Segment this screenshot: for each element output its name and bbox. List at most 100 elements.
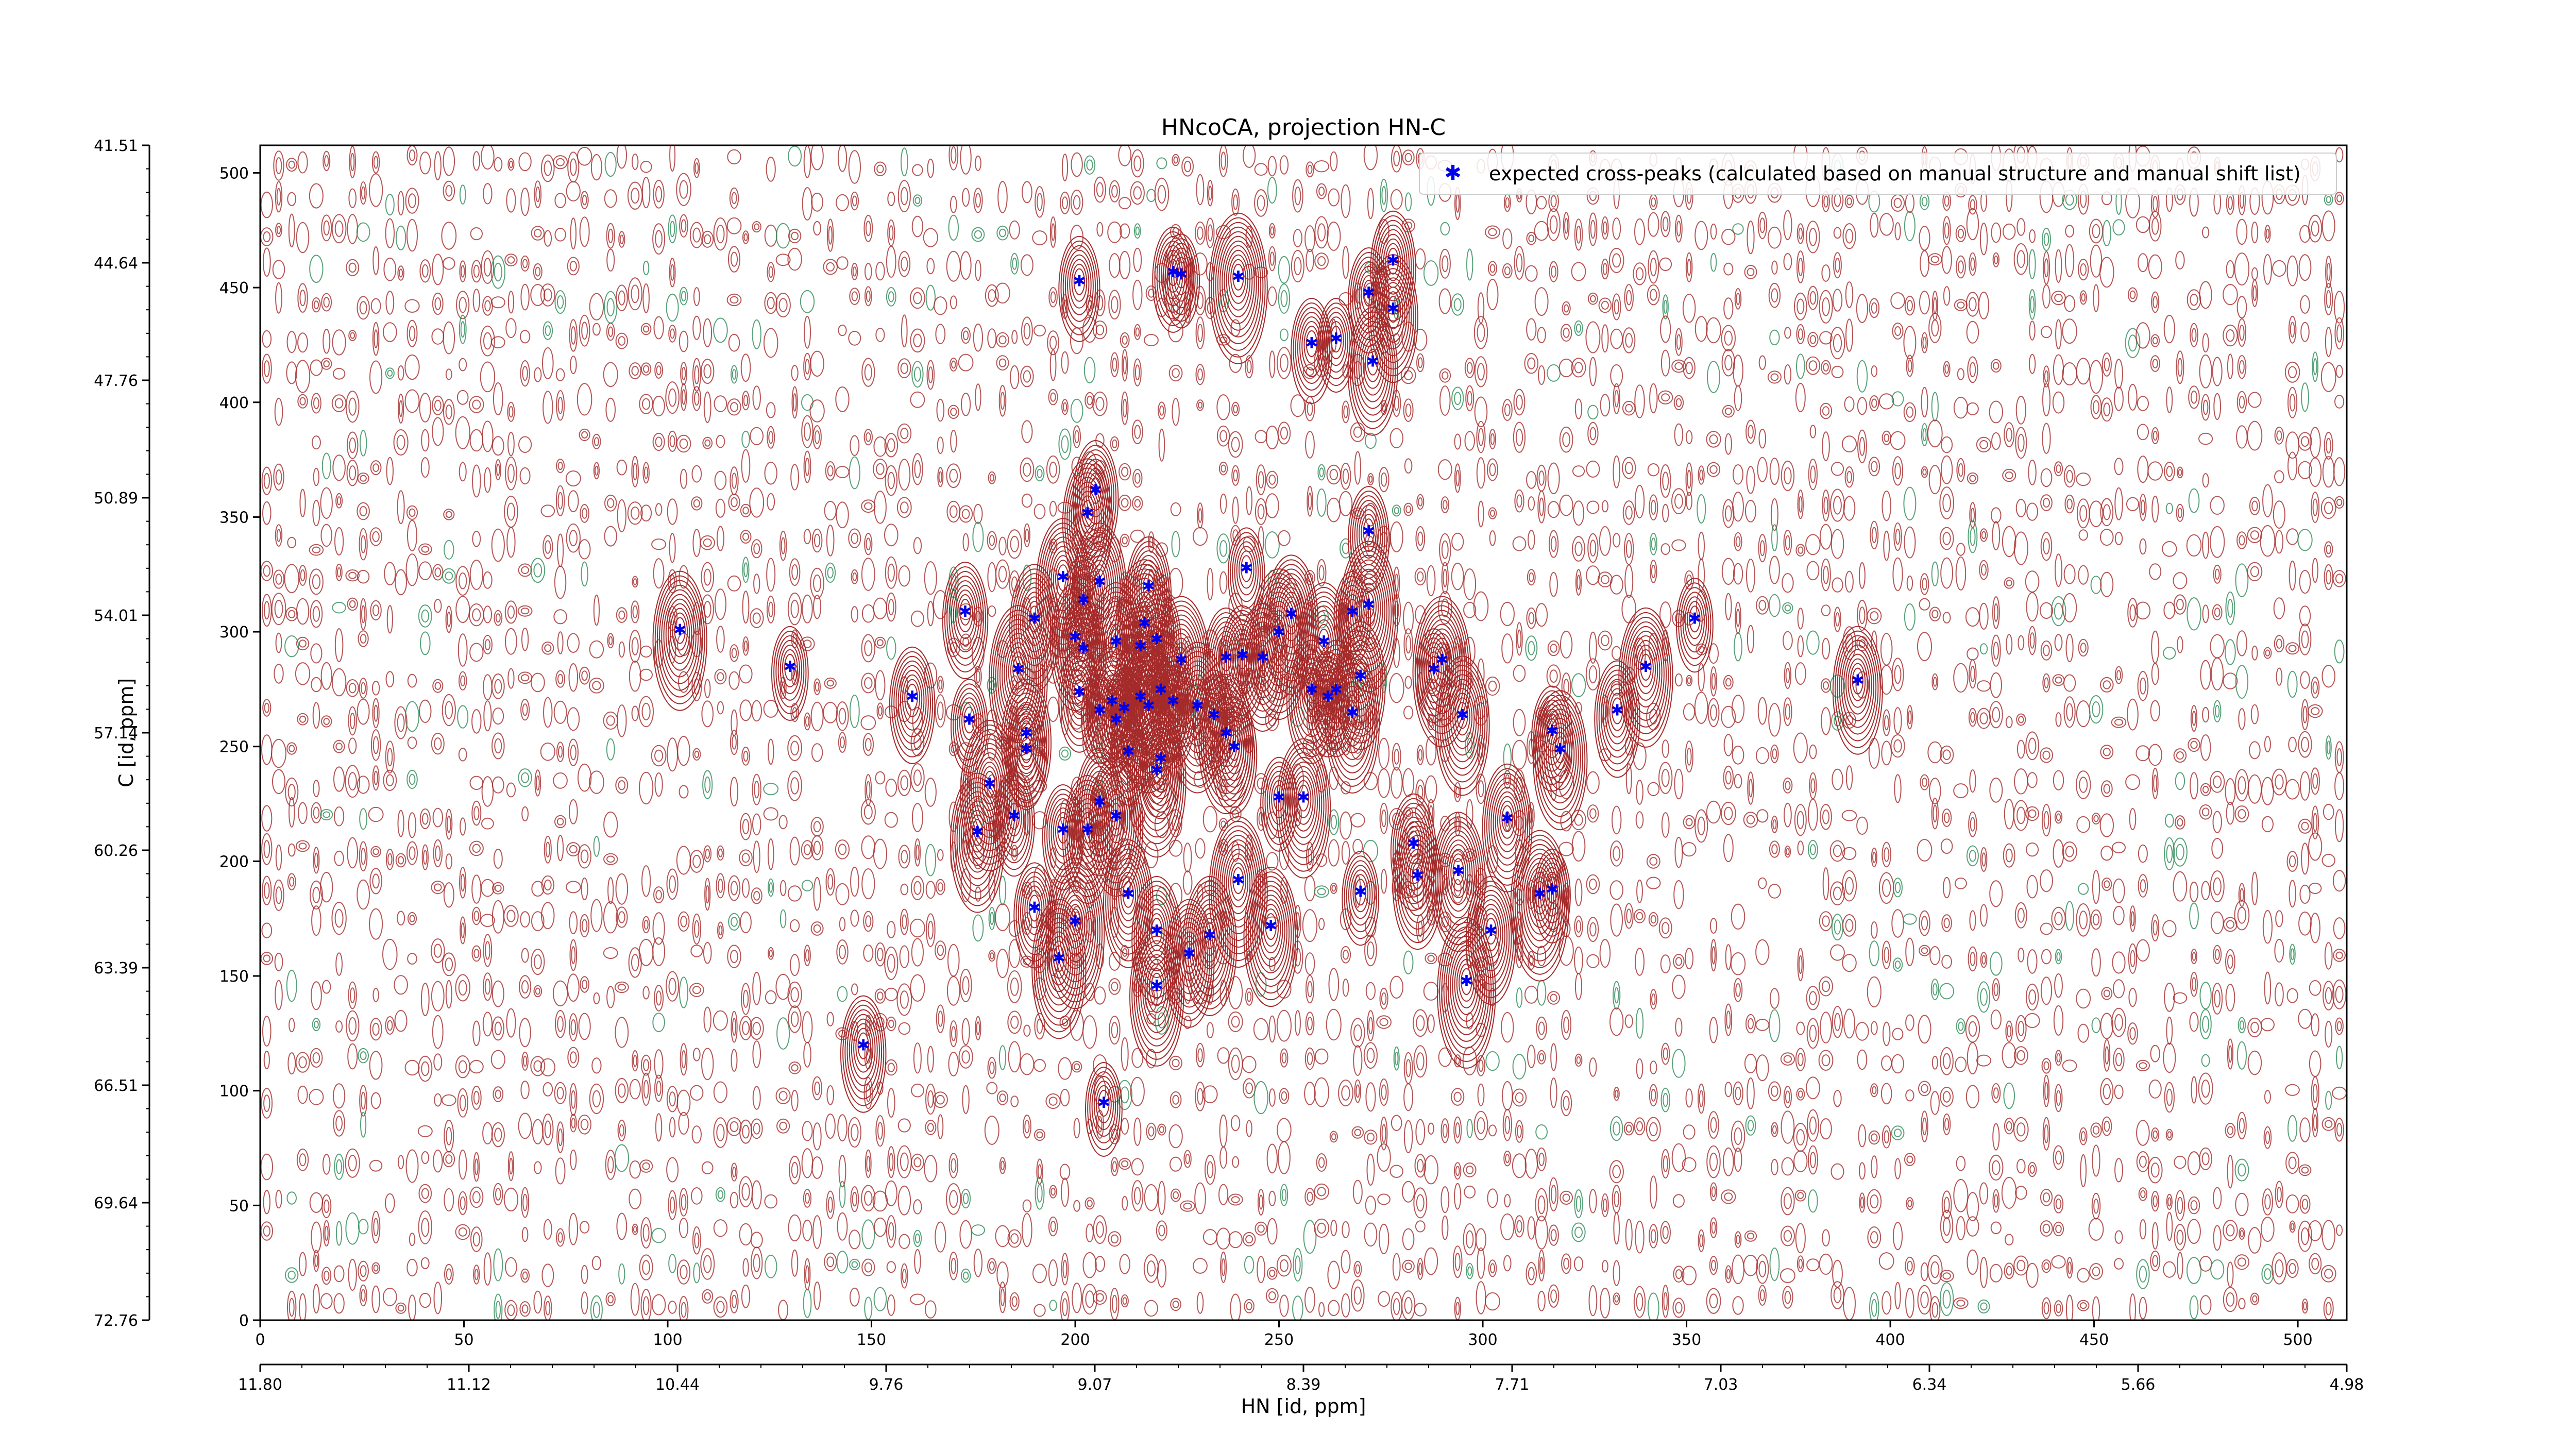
noise-contour: [261, 833, 273, 865]
noise-contour: [836, 701, 849, 731]
noise-contour: [1725, 505, 1732, 522]
noise-contour: [2199, 1009, 2212, 1040]
noise-contour: [1331, 885, 1336, 892]
noise-contour: [1391, 145, 1402, 173]
noise-contour: [1725, 678, 1732, 687]
noise-contour: [1132, 468, 1143, 488]
noise-contour: [1466, 1119, 1473, 1138]
noise-contour: [371, 1210, 381, 1244]
noise-contour: [1882, 940, 1891, 970]
noise-contour: [1797, 223, 1804, 244]
noise-contour: [1940, 455, 1953, 484]
noise-contour: [261, 466, 272, 495]
noise-contour: [261, 353, 272, 384]
noise-contour: [1233, 405, 1239, 413]
noise-contour: [2064, 295, 2076, 312]
noise-contour: [1819, 402, 1833, 419]
noise-contour: [1769, 1009, 1781, 1042]
noise-contour: [2236, 425, 2248, 449]
noise-contour: [740, 911, 752, 934]
noise-contour: [2151, 427, 2159, 445]
noise-contour: [1880, 1083, 1892, 1105]
noise-contour: [541, 875, 555, 895]
noise-contour: [471, 709, 482, 734]
noise-contour: [1093, 1290, 1107, 1305]
noise-contour: [331, 394, 347, 412]
noise-contour: [275, 574, 282, 585]
noise-contour: [370, 600, 382, 621]
noise-contour: [1281, 1091, 1287, 1101]
noise-contour: [471, 800, 482, 826]
noise-contour: [1634, 1117, 1646, 1136]
noise-contour: [937, 467, 944, 487]
noise-contour: [287, 784, 296, 800]
noise-contour: [348, 1155, 357, 1172]
noise-contour: [606, 323, 615, 341]
noise-contour: [2028, 459, 2037, 485]
noise-contour: [2212, 604, 2223, 620]
noise-contour: [718, 879, 723, 893]
noise-contour: [691, 1187, 703, 1205]
noise-contour: [1341, 184, 1351, 218]
noise-contour: [2055, 1050, 2062, 1066]
noise-contour: [324, 1270, 330, 1281]
noise-contour: [1699, 469, 1704, 481]
noise-contour: [517, 605, 533, 617]
noise-contour: [1112, 1294, 1117, 1313]
noise-contour: [1562, 1193, 1570, 1202]
noise-contour: [1023, 523, 1031, 548]
noise-contour: [1317, 464, 1326, 481]
noise-contour: [666, 293, 679, 322]
noise-contour: [2062, 841, 2077, 862]
noise-contour: [887, 921, 896, 938]
noise-contour: [1466, 799, 1473, 829]
noise-contour: [861, 1219, 875, 1250]
noise-contour: [775, 254, 791, 266]
noise-contour: [2053, 1194, 2064, 1214]
noise-contour: [322, 980, 331, 994]
noise-contour: [701, 700, 714, 728]
noise-contour: [1110, 1288, 1120, 1320]
noise-contour: [264, 702, 269, 713]
noise-contour: [1600, 575, 1609, 584]
noise-contour: [334, 628, 344, 662]
noise-contour: [1685, 1088, 1693, 1108]
noise-contour: [2190, 705, 2198, 732]
noise-contour: [763, 328, 778, 358]
noise-contour: [2190, 1200, 2198, 1211]
noise-contour: [886, 592, 896, 622]
noise-contour: [1588, 212, 1598, 246]
noise-contour: [1820, 1118, 1832, 1140]
noise-contour: [876, 463, 885, 475]
noise-contour: [2213, 564, 2222, 584]
noise-contour: [1869, 395, 1879, 411]
noise-contour: [1941, 1190, 1952, 1220]
noise-contour: [852, 572, 857, 581]
noise-contour: [1268, 1015, 1276, 1043]
noise-contour: [1724, 806, 1733, 820]
noise-contour: [633, 1226, 637, 1233]
noise-contour: [1882, 709, 1891, 736]
noise-contour: [1415, 1119, 1426, 1145]
noise-contour: [1033, 1128, 1046, 1141]
noise-contour: [1389, 521, 1403, 552]
noise-contour: [2127, 1022, 2138, 1045]
noise-contour: [540, 504, 555, 517]
noise-contour: [1183, 1150, 1192, 1168]
noise-contour: [749, 608, 764, 628]
noise-contour: [1525, 265, 1538, 282]
noise-contour: [1279, 1259, 1289, 1272]
noise-contour: [1602, 1260, 1608, 1273]
noise-contour: [1505, 197, 1510, 208]
noise-contour: [631, 188, 640, 204]
noise-contour: [349, 146, 356, 178]
noise-contour: [767, 262, 775, 282]
noise-contour: [1268, 246, 1276, 272]
noise-contour: [752, 612, 761, 624]
noise-contour: [1931, 1302, 1939, 1318]
noise-contour: [1573, 1256, 1584, 1271]
noise-contour: [309, 544, 324, 556]
noise-contour: [1157, 1012, 1166, 1029]
noise-contour: [1205, 1154, 1216, 1185]
noise-contour: [1085, 1290, 1094, 1308]
